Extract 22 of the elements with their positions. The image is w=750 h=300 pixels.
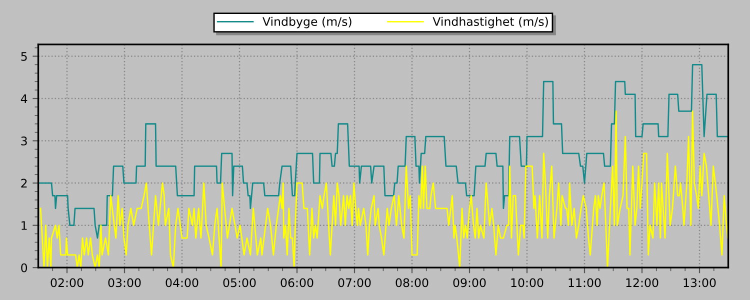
y-tick-label: 5 — [21, 52, 27, 61]
legend-label: Vindhastighet (m/s) — [432, 16, 548, 28]
x-tick-label: 06:00 — [280, 278, 314, 288]
line-series — [38, 64, 728, 239]
y-tick-label: 0 — [21, 263, 28, 272]
y-tick-label: 2 — [21, 178, 27, 188]
legend-label: Vindbyge (m/s) — [262, 16, 352, 28]
x-tick-label: 12:00 — [626, 278, 658, 288]
x-tick-label: 02:00 — [50, 278, 84, 288]
x-tick-label: 13:00 — [684, 278, 716, 288]
x-tick-label: 07:00 — [338, 278, 371, 288]
x-tick-label: 11:00 — [568, 278, 601, 288]
x-tick-label: 04:00 — [166, 278, 198, 288]
y-tick-label: 3 — [21, 136, 27, 146]
x-tick-label: 08:00 — [396, 278, 428, 288]
x-tick-label: 09:00 — [453, 278, 486, 288]
y-tick-label: 4 — [20, 94, 28, 103]
x-tick-label: 05:00 — [223, 278, 256, 288]
line-series — [40, 110, 728, 268]
y-tick-label: 1 — [22, 221, 27, 230]
x-tick-label: 03:00 — [108, 278, 141, 288]
x-tick-label: 10:00 — [511, 278, 544, 288]
